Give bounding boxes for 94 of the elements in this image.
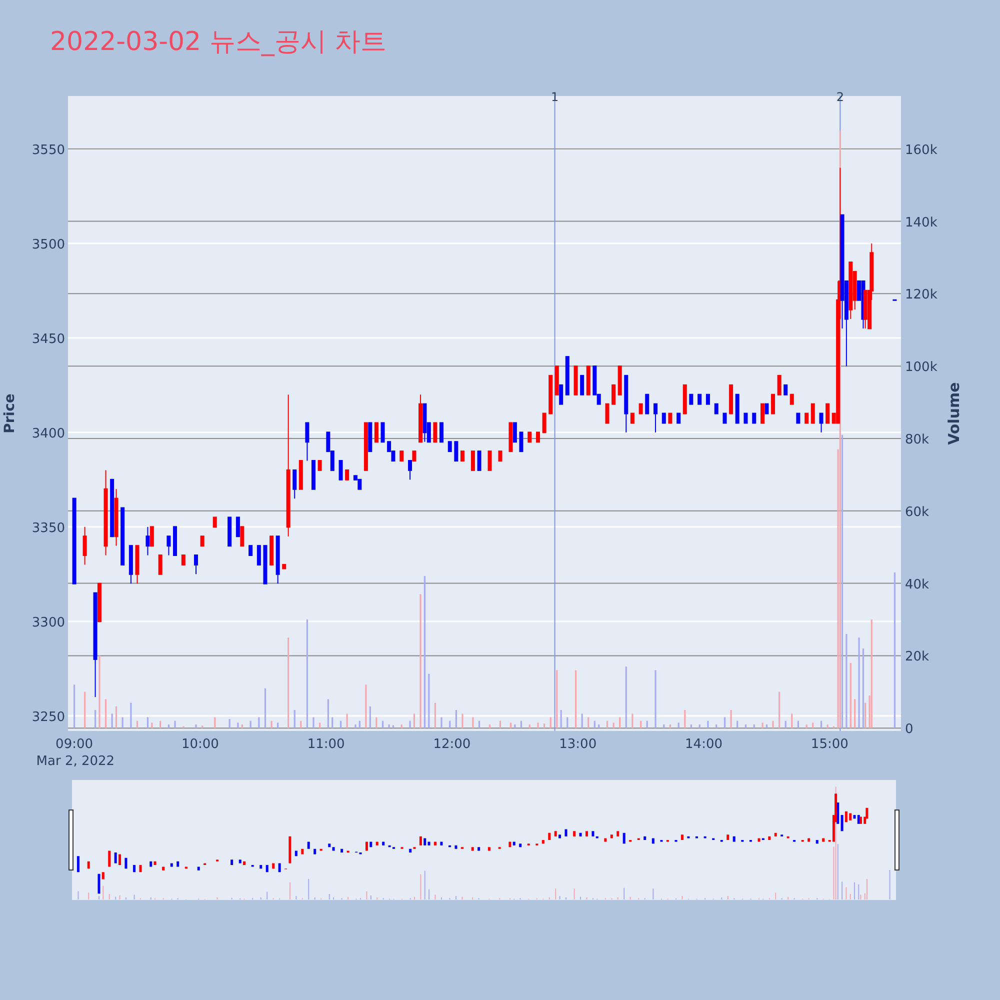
candlestick — [240, 526, 244, 547]
candlestick — [714, 403, 718, 414]
x-tick-label: 11:00 — [307, 737, 345, 752]
y-axis-title: Price — [2, 394, 18, 434]
candlestick — [345, 469, 350, 480]
candlestick — [292, 469, 297, 500]
candlestick — [460, 450, 464, 462]
candlestick — [638, 403, 643, 414]
y-tick-label: 3250 — [32, 710, 65, 725]
candlestick — [400, 450, 404, 462]
candlestick — [790, 394, 794, 405]
candlestick — [676, 412, 681, 424]
candlestick — [488, 450, 492, 471]
ref-line-label: 1 — [550, 90, 559, 104]
candlestick — [212, 516, 217, 528]
chart-title: 2022-03-02 뉴스_공시 차트 — [50, 27, 387, 57]
y2-tick-label: 0 — [905, 722, 914, 738]
candlestick — [158, 554, 162, 575]
candlestick — [408, 460, 412, 480]
candlestick — [796, 412, 800, 424]
candlestick — [744, 412, 748, 424]
y2-axis-title: Volume — [945, 382, 963, 445]
y-tick-label: 3500 — [32, 237, 65, 252]
candlestick — [752, 412, 756, 424]
candlestick — [784, 384, 788, 396]
y-tick-label: 3450 — [32, 332, 65, 347]
y2-tick-label: 40k — [905, 577, 930, 592]
text: Mar 2, 2022 — [36, 754, 115, 769]
candlestick — [338, 460, 343, 480]
y2-tick-label: 80k — [905, 432, 930, 448]
x-tick-label: 10:00 — [181, 737, 219, 752]
ref-line-label: 2 — [836, 90, 844, 104]
y2-tick-label: 100k — [905, 360, 938, 376]
candlestick — [528, 432, 532, 443]
candlestick — [612, 384, 616, 405]
candlestick — [760, 403, 765, 424]
candlestick — [166, 536, 171, 556]
candlestick — [580, 374, 584, 396]
candlestick — [542, 412, 546, 434]
candlestick — [698, 394, 702, 405]
candlestick — [777, 374, 782, 396]
candlestick — [630, 412, 634, 424]
candlestick — [439, 422, 444, 443]
candlestick — [605, 403, 610, 424]
candlestick — [804, 412, 809, 424]
candlestick — [374, 422, 378, 443]
candlestick — [470, 450, 475, 471]
candlestick — [248, 545, 253, 556]
candlestick — [662, 412, 666, 424]
x-tick-label: 13:00 — [559, 737, 597, 752]
candlestick — [318, 460, 322, 471]
y-tick-label: 3400 — [32, 426, 65, 442]
x-tick-label: 12:00 — [433, 737, 471, 752]
candlestick — [305, 422, 310, 462]
candlestick — [477, 450, 482, 471]
candlestick — [236, 516, 240, 538]
candlestick — [810, 403, 815, 424]
x-tick-label: 15:00 — [810, 737, 848, 752]
candlestick — [433, 422, 438, 443]
candlestick — [200, 536, 204, 547]
y-tick-label: 3300 — [32, 615, 65, 630]
candlestick — [181, 554, 186, 566]
candlestick — [689, 394, 694, 405]
candlestick — [654, 403, 658, 433]
candlestick — [194, 554, 198, 575]
candlestick — [668, 412, 672, 424]
y-tick-label: 3550 — [32, 142, 65, 158]
x-tick-label: 09:00 — [56, 737, 94, 752]
candlestick — [764, 403, 769, 414]
y-tick-label: 3350 — [32, 520, 65, 536]
candlestick — [146, 526, 150, 556]
candlestick — [645, 394, 650, 414]
candlestick — [380, 422, 385, 443]
candlestick — [358, 478, 362, 490]
y2-tick-label: 60k — [905, 504, 930, 520]
candlestick — [256, 545, 261, 566]
y2-tick-label: 160k — [905, 142, 938, 158]
candlestick — [412, 450, 416, 462]
y2-tick-label: 20k — [905, 650, 930, 665]
candlestick — [512, 422, 517, 443]
candlestick — [454, 441, 458, 462]
candlestick — [826, 403, 830, 424]
candlestick — [150, 526, 154, 547]
candlestick — [722, 412, 727, 424]
y2-tick-label: 120k — [905, 288, 938, 303]
y2-tick-label: 140k — [905, 215, 938, 230]
candlestick — [519, 432, 524, 452]
candlestick — [706, 394, 710, 405]
candlestick — [82, 526, 87, 566]
x-tick-label: 14:00 — [685, 737, 722, 752]
candlestick — [559, 384, 564, 405]
candlestick — [498, 450, 502, 462]
candlestick — [819, 412, 824, 433]
candlestick — [448, 441, 452, 452]
